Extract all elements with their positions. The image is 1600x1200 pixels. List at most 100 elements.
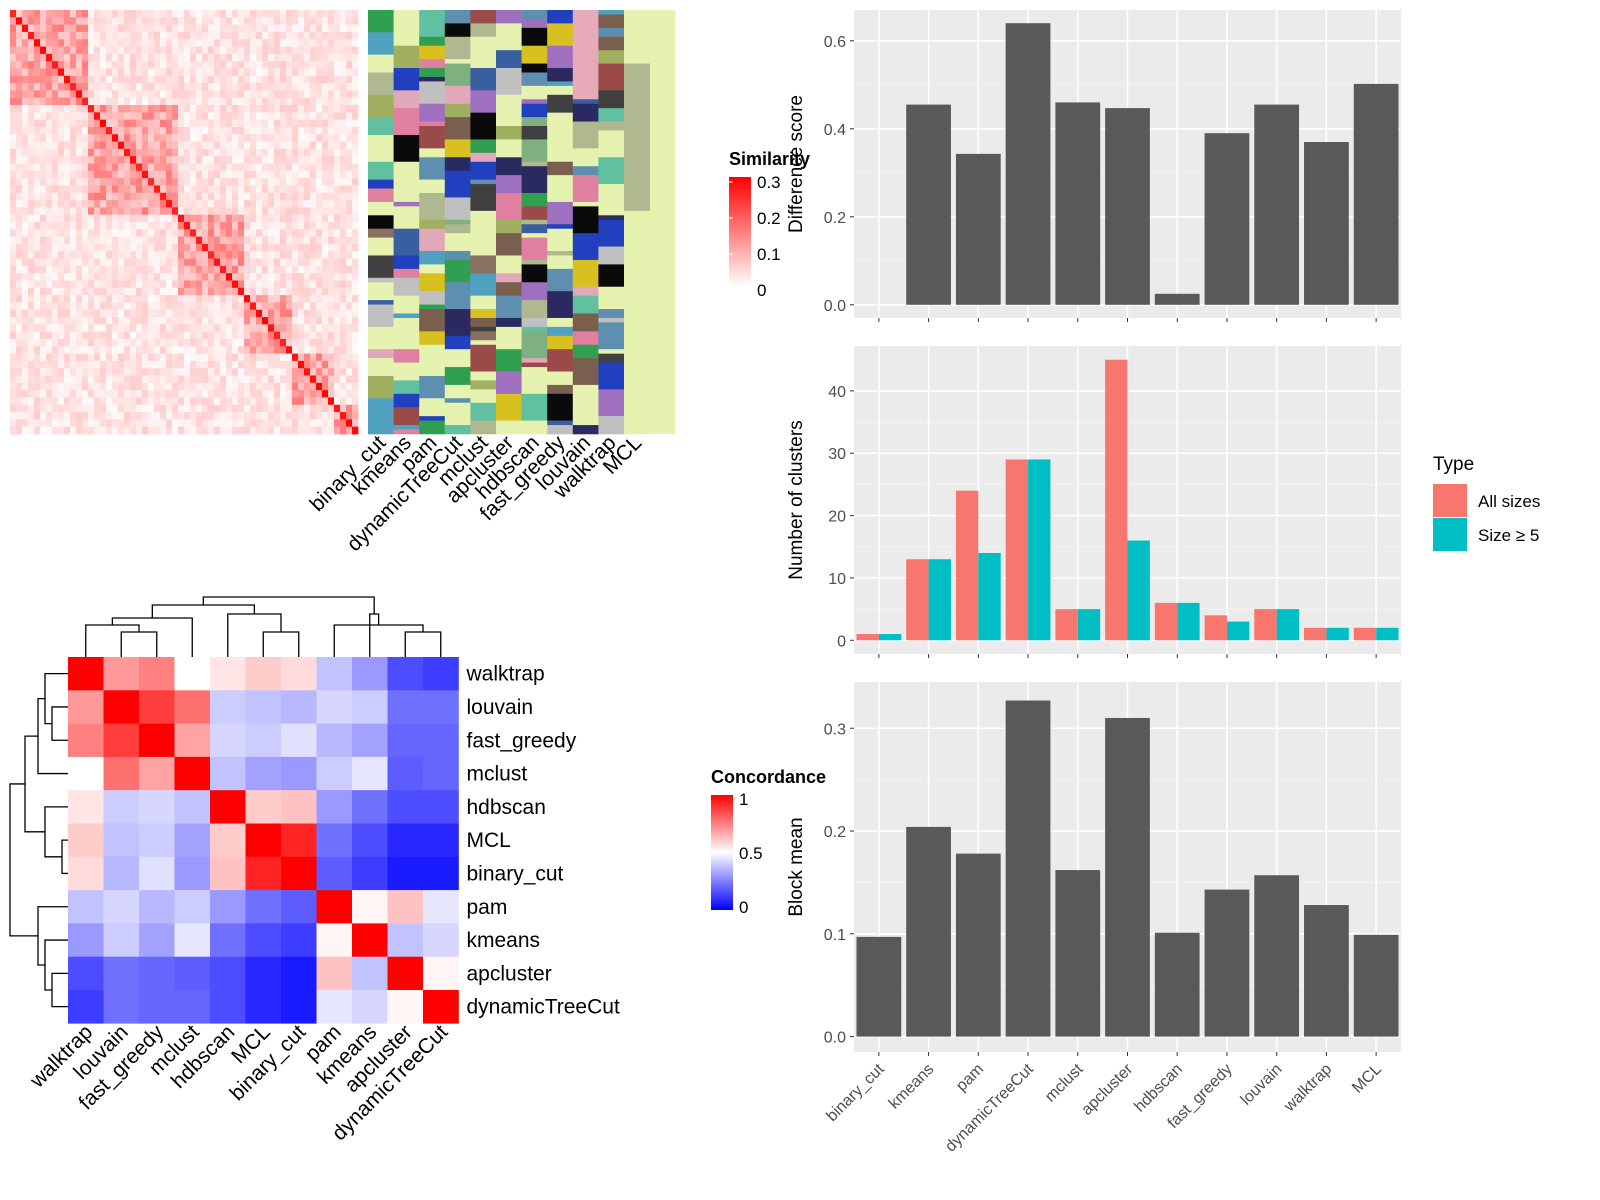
similarity-cell — [40, 75, 47, 84]
bar-dynamicTreeCut — [1005, 23, 1051, 305]
similarity-cell — [244, 258, 251, 267]
similarity-cell — [292, 222, 299, 230]
similarity-cell — [16, 426, 23, 435]
concordance-tick-label: 0.5 — [739, 844, 763, 863]
similarity-cell — [82, 331, 89, 340]
similarity-cell — [298, 61, 305, 69]
similarity-cell — [268, 148, 275, 157]
similarity-cell — [274, 105, 281, 113]
similarity-cell — [34, 83, 41, 91]
similarity-cell — [286, 273, 293, 281]
similarity-cell — [184, 265, 191, 274]
similarity-cell — [274, 309, 281, 318]
similarity-cell — [70, 229, 77, 238]
similarity-cell — [328, 178, 335, 186]
similarity-cell — [34, 243, 41, 252]
similarity-cell — [352, 426, 359, 435]
similarity-cell — [184, 75, 191, 84]
similarity-cell — [280, 258, 287, 267]
annotation-cell — [624, 420, 650, 426]
similarity-cell — [160, 112, 167, 121]
similarity-cell — [70, 382, 77, 391]
similarity-cell — [214, 214, 221, 223]
similarity-cell — [70, 192, 77, 201]
similarity-cell — [118, 75, 125, 84]
similarity-cell — [106, 317, 113, 325]
concordance-cell — [316, 690, 353, 724]
similarity-cell — [226, 10, 233, 18]
similarity-cell — [304, 375, 311, 384]
annotation-cell — [624, 425, 650, 435]
similarity-cell — [286, 222, 293, 230]
similarity-cell — [268, 412, 275, 420]
similarity-cell — [208, 200, 215, 208]
similarity-cell — [58, 426, 65, 435]
similarity-cell — [316, 53, 323, 62]
similarity-cell — [124, 192, 131, 201]
similarity-cell — [40, 10, 47, 18]
annotation-cell — [368, 255, 394, 279]
similarity-cell — [292, 302, 299, 311]
annotation-cell — [470, 309, 497, 319]
similarity-cell — [334, 105, 341, 113]
similarity-cell — [70, 53, 77, 62]
annotation-cell — [598, 157, 625, 185]
similarity-cell — [340, 119, 347, 128]
similarity-cell — [58, 368, 65, 376]
similarity-cell — [208, 97, 215, 106]
similarity-cell — [10, 338, 17, 347]
similarity-cell — [304, 382, 311, 391]
similarity-cell — [190, 126, 197, 135]
similarity-cell — [118, 156, 125, 164]
similarity-cell — [16, 112, 23, 121]
concordance-cell — [316, 990, 353, 1024]
concordance-cell — [316, 823, 353, 858]
annotation-cell — [419, 228, 446, 252]
similarity-cell — [52, 163, 59, 172]
similarity-cell — [118, 251, 125, 259]
similarity-cell — [178, 97, 185, 106]
similarity-cell — [208, 126, 215, 135]
similarity-cell — [82, 419, 89, 428]
similarity-cell — [256, 207, 263, 216]
annotation-cell — [419, 349, 446, 377]
similarity-cell — [190, 31, 197, 40]
annotation-cell — [419, 416, 446, 421]
similarity-cell — [346, 39, 353, 47]
similarity-cell — [16, 353, 23, 362]
similarity-cell — [232, 317, 239, 325]
similarity-cell — [220, 126, 227, 135]
similarity-cell — [40, 251, 47, 259]
similarity-cell — [304, 265, 311, 274]
similarity-cell — [46, 273, 53, 281]
top-dendrogram-branch — [151, 604, 256, 618]
similarity-cell — [292, 251, 299, 259]
similarity-cell — [70, 360, 77, 369]
annotation-cell — [444, 367, 471, 386]
similarity-cell — [244, 243, 251, 252]
similarity-cell — [112, 258, 119, 267]
similarity-cell — [280, 287, 287, 296]
similarity-cell — [160, 324, 167, 333]
annotation-cell — [547, 23, 574, 47]
similarity-cell — [124, 382, 131, 391]
similarity-cell — [226, 53, 233, 62]
concordance-cell — [387, 990, 424, 1024]
similarity-cell — [16, 324, 23, 333]
similarity-cell — [94, 302, 101, 311]
similarity-cell — [190, 404, 197, 413]
similarity-cell — [250, 10, 257, 18]
x-tick-label-mclust: mclust — [1042, 1060, 1087, 1105]
similarity-cell — [34, 382, 41, 391]
similarity-cell — [52, 338, 59, 347]
similarity-cell — [64, 126, 71, 135]
concordance-cell — [139, 923, 175, 957]
similarity-cell — [88, 163, 95, 172]
similarity-cell — [154, 419, 161, 428]
similarity-cell — [142, 309, 149, 318]
similarity-cell — [100, 243, 107, 252]
similarity-cell — [178, 353, 185, 362]
similarity-cell — [70, 302, 77, 311]
similarity-cell — [184, 156, 191, 164]
similarity-cell — [112, 170, 119, 179]
